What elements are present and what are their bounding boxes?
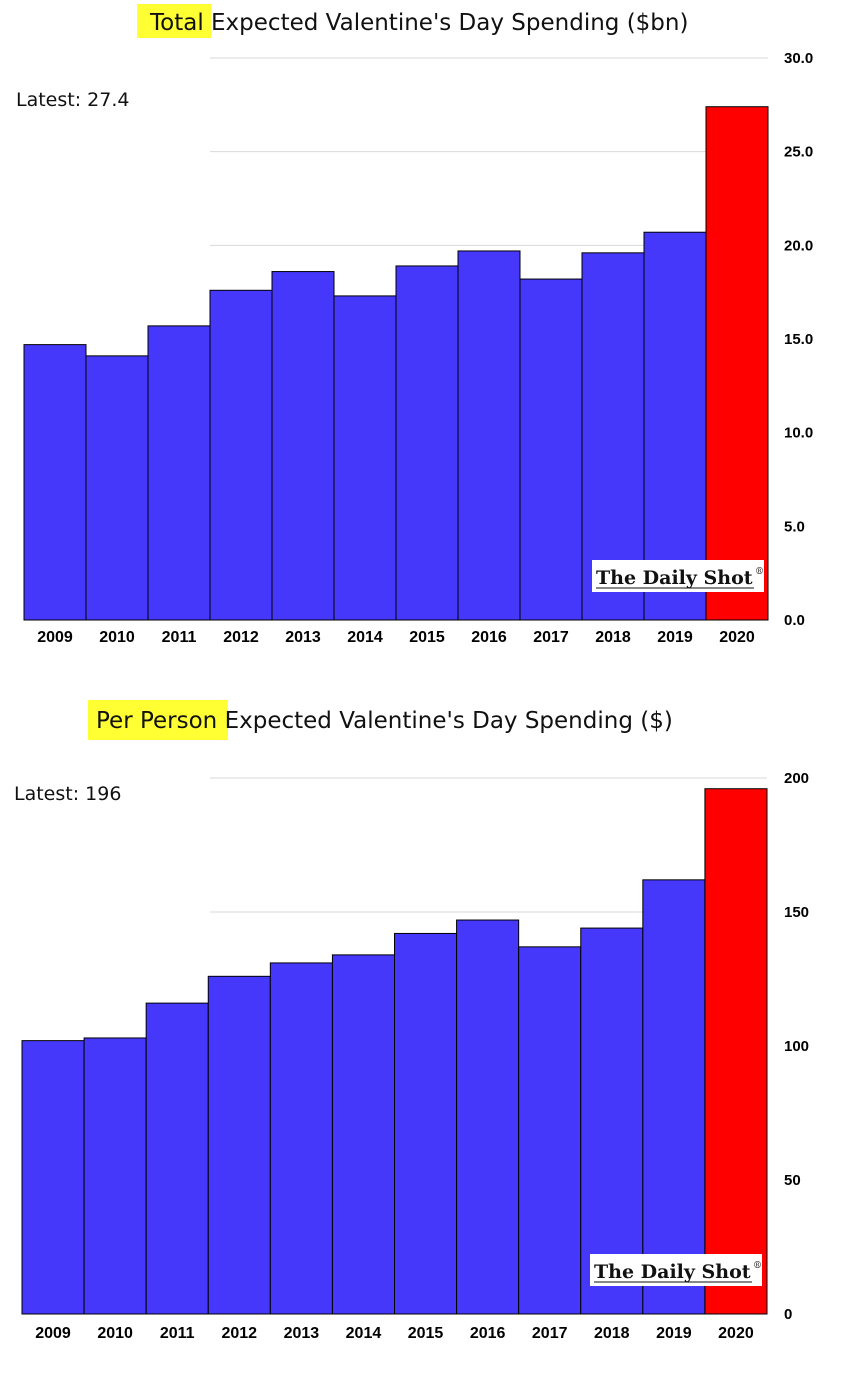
chart-title-highlight: Per Person bbox=[96, 708, 217, 734]
x-tick-label: 2012 bbox=[223, 629, 259, 646]
bar-2020 bbox=[705, 106, 769, 621]
bar-2011 bbox=[145, 1002, 209, 1315]
bar-2012 bbox=[207, 975, 271, 1315]
bar-2010 bbox=[85, 355, 149, 621]
x-tick-label: 2010 bbox=[97, 1325, 133, 1342]
bar-2019 bbox=[643, 231, 707, 621]
bar-2019 bbox=[642, 879, 706, 1315]
x-tick-label: 2009 bbox=[35, 1325, 71, 1342]
title-highlight-box bbox=[88, 700, 228, 740]
x-tick-label: 2011 bbox=[160, 1325, 195, 1342]
watermark-registered-mark: ® bbox=[755, 567, 764, 577]
x-tick-label: 2014 bbox=[346, 1325, 382, 1342]
bar-2013 bbox=[269, 962, 333, 1315]
y-tick-label: 30.0 bbox=[784, 50, 813, 67]
x-tick-label: 2016 bbox=[471, 629, 507, 646]
latest-value-label: Latest: 27.4 bbox=[16, 89, 129, 111]
watermark-text: The Daily Shot bbox=[596, 567, 753, 589]
x-tick-label: 2017 bbox=[533, 629, 569, 646]
bar-2017 bbox=[519, 278, 583, 621]
bar-2014 bbox=[333, 295, 397, 621]
bar-2017 bbox=[518, 946, 582, 1315]
daily-shot-watermark: The Daily Shot ® bbox=[590, 1254, 762, 1286]
title-highlight-box bbox=[137, 4, 211, 38]
x-tick-label: 2020 bbox=[719, 629, 755, 646]
daily-shot-watermark: The Daily Shot ® bbox=[592, 560, 764, 592]
x-tick-label: 2018 bbox=[594, 1325, 630, 1342]
watermark-registered-mark: ® bbox=[753, 1261, 762, 1271]
y-tick-label: 15.0 bbox=[784, 331, 813, 348]
y-tick-label: 150 bbox=[784, 904, 809, 921]
bar-2014 bbox=[331, 954, 395, 1315]
x-tick-label: 2010 bbox=[99, 629, 135, 646]
per-person-spending-chart: Per Person Expected Valentine's Day Spen… bbox=[14, 700, 809, 1342]
chart-title: Total Expected Valentine's Day Spending … bbox=[149, 10, 688, 36]
bar-2012 bbox=[209, 289, 273, 621]
chart-title-rest: Expected Valentine's Day Spending ($bn) bbox=[204, 10, 689, 36]
y-tick-label: 100 bbox=[784, 1038, 809, 1055]
bar-2015 bbox=[394, 932, 458, 1315]
bar-2015 bbox=[395, 265, 459, 621]
bar-2013 bbox=[271, 271, 335, 621]
y-tick-label: 20.0 bbox=[784, 237, 813, 254]
x-tick-label: 2015 bbox=[409, 629, 445, 646]
bar-2018 bbox=[580, 927, 644, 1315]
y-tick-label: 50 bbox=[784, 1172, 801, 1189]
x-tick-label: 2020 bbox=[718, 1325, 754, 1342]
x-tick-label: 2011 bbox=[162, 629, 197, 646]
x-tick-label: 2016 bbox=[470, 1325, 506, 1342]
chart-title: Per Person Expected Valentine's Day Spen… bbox=[96, 708, 673, 734]
watermark-text: The Daily Shot bbox=[594, 1261, 751, 1283]
bar-2011 bbox=[147, 325, 211, 621]
x-tick-label: 2019 bbox=[656, 1325, 692, 1342]
chart-title-highlight: Total bbox=[149, 10, 204, 36]
y-tick-label: 200 bbox=[784, 770, 809, 787]
bar-2016 bbox=[457, 250, 521, 621]
x-tick-label: 2018 bbox=[595, 629, 631, 646]
x-tick-label: 2014 bbox=[347, 629, 383, 646]
x-tick-label: 2012 bbox=[221, 1325, 257, 1342]
x-tick-label: 2019 bbox=[657, 629, 693, 646]
y-tick-label: 0.0 bbox=[784, 612, 805, 629]
bar-2009 bbox=[23, 344, 87, 621]
chart-title-rest: Expected Valentine's Day Spending ($) bbox=[217, 708, 673, 734]
bar-2016 bbox=[456, 919, 520, 1315]
x-tick-label: 2013 bbox=[284, 1325, 320, 1342]
bar-2010 bbox=[83, 1037, 147, 1315]
x-tick-label: 2009 bbox=[37, 629, 73, 646]
y-tick-label: 10.0 bbox=[784, 425, 813, 442]
latest-value-label: Latest: 196 bbox=[14, 783, 121, 805]
x-tick-label: 2015 bbox=[408, 1325, 444, 1342]
y-tick-label: 0 bbox=[784, 1306, 792, 1323]
total-spending-chart: Total Expected Valentine's Day Spending … bbox=[16, 4, 813, 646]
y-tick-label: 25.0 bbox=[784, 144, 813, 161]
y-tick-label: 5.0 bbox=[784, 518, 805, 535]
bar-2009 bbox=[21, 1040, 85, 1315]
bar-2020 bbox=[704, 788, 768, 1315]
x-tick-label: 2017 bbox=[532, 1325, 568, 1342]
x-tick-label: 2013 bbox=[285, 629, 321, 646]
